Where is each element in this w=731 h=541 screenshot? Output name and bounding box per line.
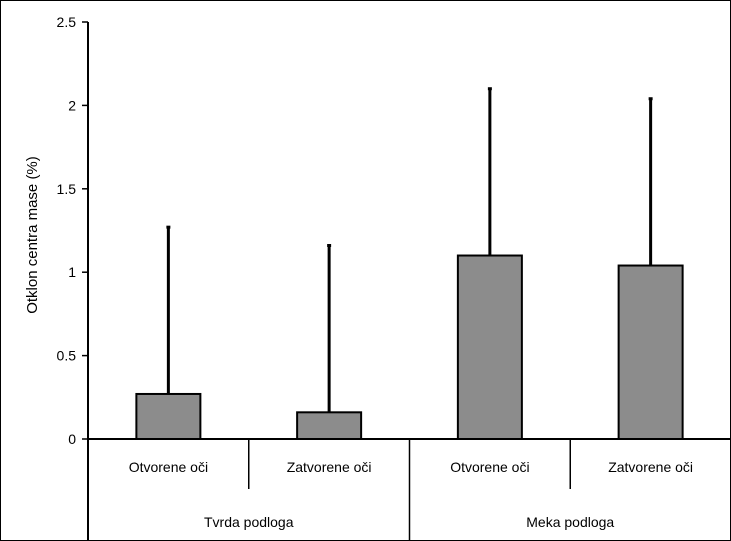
x-category-axis: Otvorene oči Zatvorene oči Otvorene oči Zat…: [129, 439, 693, 541]
x-group-label: Tvrda podloga: [204, 514, 294, 530]
y-tick-label: 1.5: [57, 181, 77, 197]
bar: [617, 264, 684, 441]
y-tick-label: 2: [68, 97, 76, 113]
bar: [135, 392, 202, 440]
x-category-label: Otvorene oči: [129, 459, 208, 475]
x-group-label: Meka podloga: [526, 514, 614, 530]
y-axis-label: Otklon centra mase (%): [24, 156, 41, 314]
bar: [296, 411, 363, 441]
x-category-label: Otvorene oči: [450, 459, 529, 475]
x-category-label: Zatvorene oči: [287, 459, 372, 475]
y-tick-label: 0.5: [57, 348, 77, 364]
bar: [456, 254, 523, 440]
y-tick-label: 0: [68, 431, 76, 447]
y-tick-label: 1: [68, 264, 76, 280]
bars: [135, 87, 684, 441]
x-category-label: Zatvorene oči: [608, 459, 693, 475]
y-ticks: 0 0.5 1 1.5 2 2.5: [57, 14, 88, 447]
y-tick-label: 2.5: [57, 14, 77, 30]
